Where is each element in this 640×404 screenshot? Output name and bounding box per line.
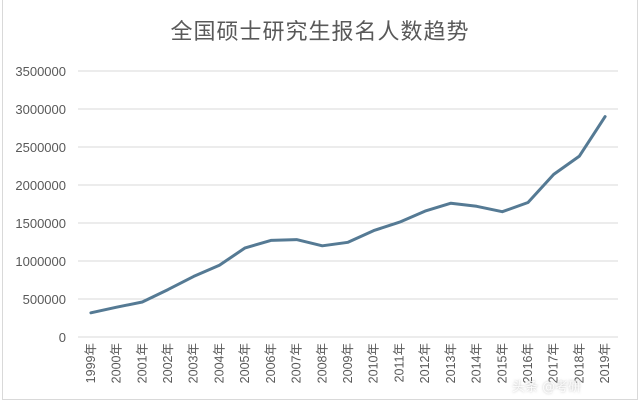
y-tick-label: 1000000 <box>15 254 66 269</box>
y-tick-label: 3000000 <box>15 102 66 117</box>
x-tick-label: 2019年 <box>598 343 612 383</box>
x-tick-label: 2017年 <box>547 343 561 383</box>
x-tick-label: 2008年 <box>315 343 329 383</box>
x-tick-label: 1999年 <box>84 343 98 383</box>
watermark: 头条 @考研 <box>512 380 582 395</box>
x-tick-label: 2016年 <box>521 343 535 383</box>
x-tick-label: 2007年 <box>290 343 304 383</box>
x-tick-label: 2000年 <box>110 343 124 383</box>
y-tick-label: 500000 <box>23 292 66 307</box>
series-line <box>89 115 607 315</box>
y-tick-label: 0 <box>59 330 66 345</box>
x-tick-label: 2001年 <box>135 343 149 383</box>
x-tick-label: 2002年 <box>161 343 175 383</box>
x-tick-label: 2003年 <box>187 343 201 383</box>
x-tick-label: 2009年 <box>341 343 355 383</box>
x-tick-label: 2004年 <box>212 343 226 383</box>
x-tick-label: 2014年 <box>470 343 484 383</box>
x-tick-label: 2015年 <box>495 343 509 383</box>
x-tick-label: 2012年 <box>418 343 432 383</box>
y-tick-label: 1500000 <box>15 216 66 231</box>
x-tick-label: 2018年 <box>572 343 586 383</box>
x-tick-label: 2011年 <box>392 343 406 382</box>
x-tick-label: 2006年 <box>264 343 278 383</box>
y-tick-label: 2000000 <box>15 178 66 193</box>
x-tick-label: 2013年 <box>444 343 458 383</box>
y-tick-label: 2500000 <box>15 140 66 155</box>
chart-title: 全国硕士研究生报名人数趋势 <box>170 20 470 45</box>
x-tick-label: 2005年 <box>238 343 252 383</box>
y-tick-label: 3500000 <box>15 64 66 79</box>
x-tick-label: 2010年 <box>367 343 381 383</box>
